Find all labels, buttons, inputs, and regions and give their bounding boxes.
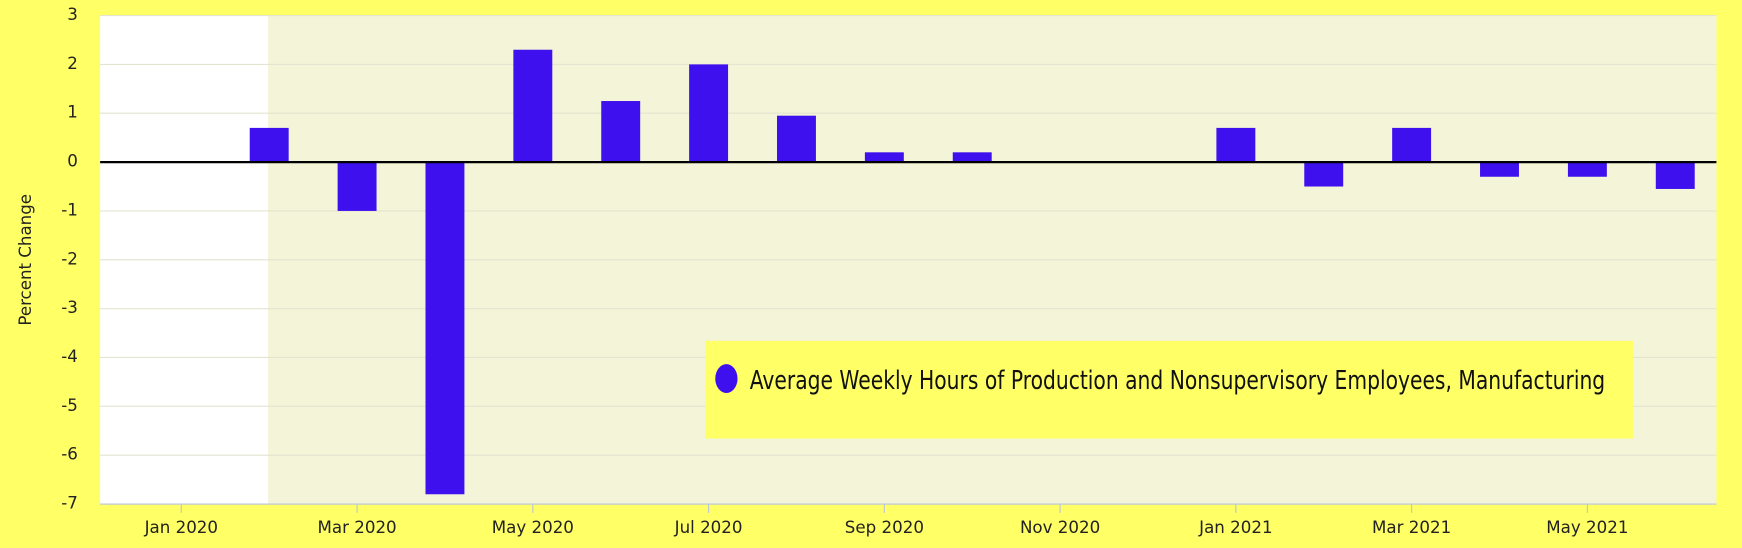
x-tick-label: Jan 2021 (1198, 518, 1272, 537)
bar (864, 152, 904, 163)
y-tick-label: -5 (61, 396, 78, 415)
x-tick-label: May 2020 (492, 518, 574, 537)
x-tick-label: Jan 2020 (144, 518, 218, 537)
bar (1480, 162, 1519, 177)
bars (249, 49, 1695, 495)
legend-label: Average Weekly Hours of Production and N… (750, 366, 1605, 396)
y-tick-label: -3 (61, 298, 78, 317)
y-tick-label: -1 (61, 200, 78, 219)
bar (601, 101, 641, 163)
y-tick-label: -4 (61, 347, 78, 366)
x-tick-label: Mar 2020 (317, 518, 396, 537)
y-tick-label: -7 (61, 494, 78, 513)
bar (1567, 162, 1607, 177)
bar (513, 49, 553, 163)
bar (1655, 162, 1695, 189)
bar (337, 162, 377, 211)
bar (777, 115, 816, 163)
bar (249, 127, 289, 163)
bar (689, 64, 729, 163)
y-tick-label: -6 (61, 445, 78, 464)
bar (425, 162, 465, 495)
y-tick-label: 0 (67, 152, 78, 171)
y-tick-label: 2 (67, 54, 78, 73)
x-tick-label: Jul 2020 (674, 518, 743, 537)
x-tick-label: Sep 2020 (845, 518, 924, 537)
x-tick-label: May 2021 (1546, 518, 1628, 537)
y-tick-label: -2 (61, 249, 78, 268)
bar (1216, 127, 1256, 163)
y-tick-label: 3 (67, 5, 78, 24)
x-tick-label: Nov 2020 (1020, 518, 1100, 537)
legend (705, 340, 1633, 439)
bar (1392, 127, 1432, 163)
bar (952, 152, 992, 163)
y-tick-label: 1 (67, 103, 78, 122)
x-tick-label: Mar 2021 (1372, 518, 1451, 537)
bar (1304, 162, 1344, 187)
y-axis-label: Percent Change (16, 194, 35, 326)
legend-marker (715, 364, 738, 394)
